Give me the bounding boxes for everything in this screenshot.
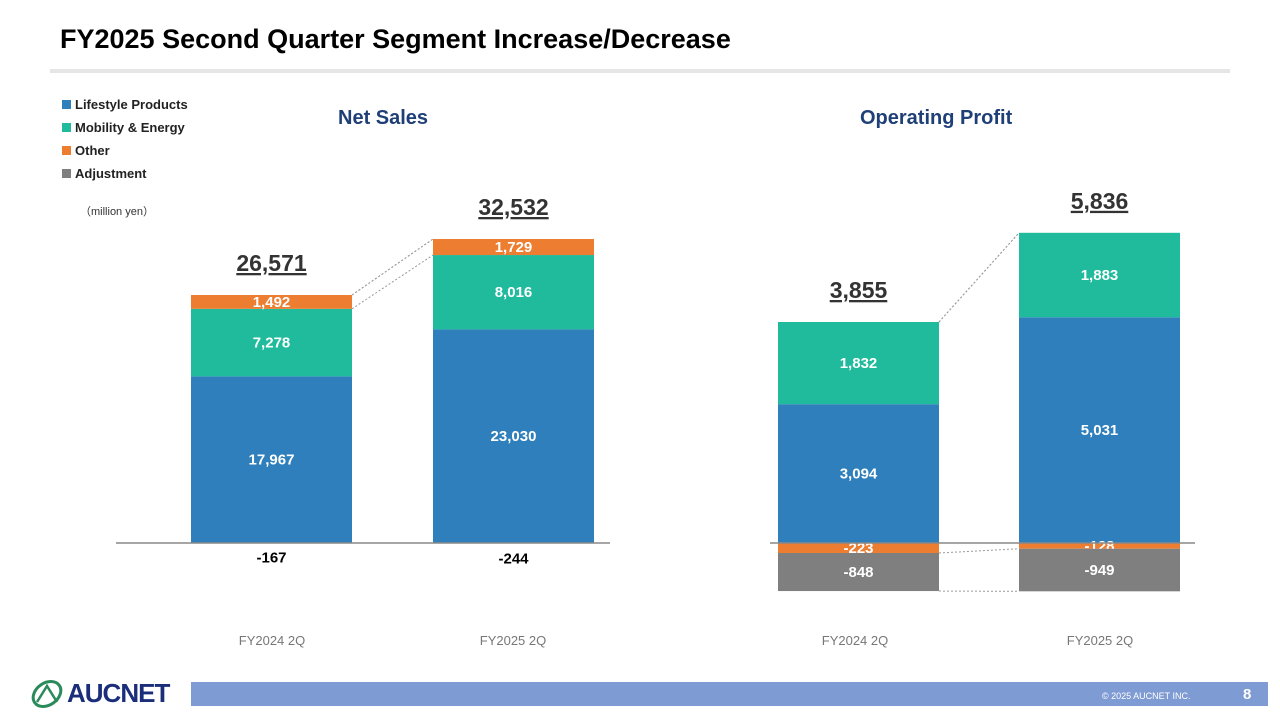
category-label: FY2024 2Q [239, 633, 306, 648]
bar-segment-lifestyle-products [1019, 317, 1180, 543]
category-label: FY2025 2Q [480, 633, 547, 648]
legend-swatch [62, 146, 71, 155]
data-label: -949 [1084, 562, 1114, 579]
connector-line [938, 548, 1020, 554]
data-label: 1,729 [495, 239, 533, 256]
legend-swatch [62, 100, 71, 109]
total-label: 3,855 [830, 277, 888, 303]
bar-segment-other [778, 543, 939, 554]
legend: Lifestyle Products Mobility & Energy Oth… [62, 93, 188, 185]
net-sales-chart-title: Net Sales [338, 107, 429, 129]
bar-segment-mobility-energy [1019, 232, 1180, 318]
operating-profit-chart-title: Operating Profit [860, 107, 1013, 129]
legend-item-lifestyle: Lifestyle Products [62, 93, 188, 116]
data-label: -223 [843, 540, 873, 557]
legend-swatch [62, 169, 71, 178]
connector-line [351, 254, 434, 310]
data-label: 1,883 [1081, 267, 1119, 284]
data-label: 5,031 [1081, 422, 1119, 439]
data-label: 1,832 [840, 355, 878, 372]
unit-label: （million yen） [80, 206, 154, 218]
connector-line [351, 238, 434, 296]
bar-segment-adjustment [1019, 548, 1180, 592]
bar-segment-lifestyle-products [191, 376, 352, 543]
segment-charts: 17,967 7,278 1,492 -167 26,571 FY2024 2Q 23,03… [116, 188, 1195, 648]
data-label: 23,030 [491, 428, 537, 445]
data-label: -244 [498, 550, 529, 567]
bar-segment-lifestyle-products [778, 404, 939, 543]
bar-segment-other [433, 239, 594, 256]
aucnet-logo: AUCNET [30, 678, 170, 709]
page-title: FY2025 Second Quarter Segment Increase/D… [60, 24, 731, 54]
page-number: 8 [1243, 686, 1252, 703]
footer-bar [191, 682, 1268, 706]
data-label: 8,016 [495, 284, 533, 301]
logo-mark-icon [31, 679, 63, 708]
data-label: 3,094 [840, 466, 878, 483]
data-label: 1,492 [253, 294, 291, 311]
title-divider [50, 69, 1230, 73]
data-label: 7,278 [253, 335, 291, 352]
legend-swatch [62, 123, 71, 132]
total-label: 32,532 [478, 194, 548, 220]
bar-segment-mobility-energy [191, 308, 352, 377]
bar-segment-other [1019, 543, 1180, 549]
legend-item-other: Other [62, 139, 188, 162]
legend-label: Other [75, 143, 110, 158]
logo-text: AUCNET [67, 678, 170, 708]
category-label: FY2025 2Q [1067, 633, 1134, 648]
legend-item-adjustment: Adjustment [62, 162, 188, 185]
bar-segment-adjustment [778, 553, 939, 592]
connector-line [938, 232, 1020, 323]
bar-segment-other [191, 295, 352, 309]
category-label: FY2024 2Q [822, 633, 889, 648]
bar-segment-lifestyle-products [433, 329, 594, 543]
bar-segment-mobility-energy [433, 255, 594, 330]
data-label: -167 [256, 550, 286, 567]
copyright: © 2025 AUCNET INC. [1102, 691, 1191, 701]
legend-label: Adjustment [75, 166, 147, 181]
bar-segment-mobility-energy [778, 322, 939, 405]
legend-label: Mobility & Energy [75, 120, 185, 135]
legend-label: Lifestyle Products [75, 97, 188, 112]
total-label: 5,836 [1071, 188, 1129, 214]
data-label: 17,967 [249, 452, 295, 469]
data-label: -848 [843, 564, 873, 581]
total-label: 26,571 [236, 250, 307, 276]
legend-item-mobility: Mobility & Energy [62, 116, 188, 139]
